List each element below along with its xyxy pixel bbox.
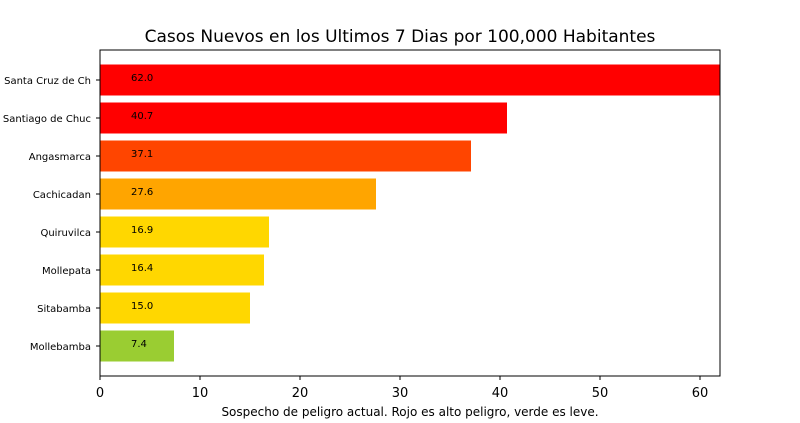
bar-value-label: 16.4 [131, 263, 153, 274]
y-tick-label: Mollepata [42, 266, 91, 277]
bar [100, 330, 174, 362]
x-axis-label: Sospecho de peligro actual. Rojo es alto… [221, 405, 598, 419]
bar-value-label: 27.6 [131, 187, 153, 198]
bar-value-label: 62.0 [131, 73, 153, 84]
x-tick-label: 50 [592, 386, 609, 401]
bar [100, 140, 471, 172]
chart-title: Casos Nuevos en los Ultimos 7 Dias por 1… [145, 27, 656, 47]
y-tick-label: Cachicadan [33, 190, 91, 201]
x-tick-label: 20 [292, 386, 309, 401]
bar [100, 178, 376, 210]
bar [100, 216, 269, 248]
bar-value-label: 15.0 [131, 301, 153, 312]
y-tick-label: Quiruvilca [40, 228, 91, 239]
y-tick-label: Sitabamba [37, 304, 91, 315]
y-tick-label: Santiago de Chuc [3, 114, 91, 125]
y-tick-label: Angasmarca [29, 152, 91, 163]
bar-value-label: 40.7 [131, 111, 153, 122]
bar [100, 254, 264, 286]
x-tick-label: 0 [96, 386, 104, 401]
bar-value-label: 37.1 [131, 149, 153, 160]
bar-value-label: 16.9 [131, 225, 153, 236]
y-tick-label: Mollebamba [30, 342, 91, 353]
x-tick-label: 30 [392, 386, 409, 401]
y-tick-label: Santa Cruz de Ch [4, 76, 91, 87]
x-tick-label: 40 [492, 386, 509, 401]
bar [100, 102, 507, 134]
bar-value-label: 7.4 [131, 339, 147, 350]
bar [100, 292, 250, 324]
bar [100, 64, 720, 96]
plot-frame [99, 49, 721, 377]
x-tick-label: 10 [192, 386, 209, 401]
x-tick-label: 60 [692, 386, 709, 401]
